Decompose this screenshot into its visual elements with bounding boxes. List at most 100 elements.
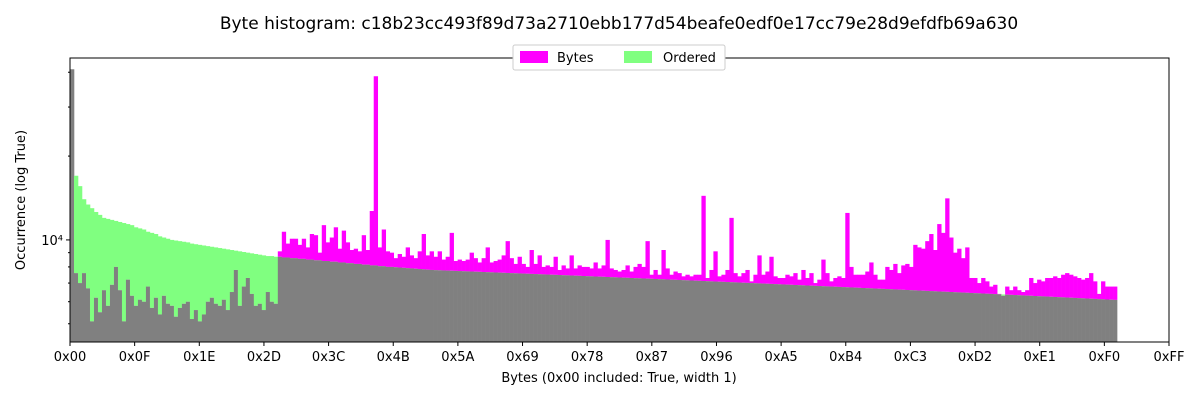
bar-overlap [369, 265, 375, 342]
bar-bytes [869, 262, 874, 289]
chart-title: Byte histogram: c18b23cc493f89d73a2710eb… [220, 14, 1018, 34]
bar-overlap [725, 282, 730, 342]
bar-overlap [273, 303, 279, 342]
bar-overlap [557, 275, 562, 342]
bar-overlap [657, 279, 662, 342]
bar-overlap [181, 303, 187, 342]
bar-overlap [1005, 294, 1010, 342]
bar-overlap [1081, 298, 1086, 342]
bar-overlap [885, 289, 890, 342]
bar-overlap [149, 307, 155, 342]
bar-bytes [521, 263, 526, 274]
bar-overlap [605, 277, 610, 342]
bar-overlap [933, 291, 938, 342]
bar-bytes [717, 276, 722, 282]
bar-ordered [189, 243, 195, 320]
bar-bytes [949, 237, 954, 293]
x-tick-label: 0x78 [571, 350, 604, 365]
bar-overlap [481, 272, 486, 342]
bar-bytes [425, 255, 430, 270]
bar-overlap [985, 293, 990, 342]
bar-overlap [765, 283, 770, 342]
bar-overlap [185, 301, 191, 342]
bar-overlap [669, 279, 674, 342]
bar-bytes [1113, 286, 1118, 300]
bar-bytes [781, 277, 786, 285]
bar-overlap [433, 270, 438, 342]
bar-overlap [365, 264, 371, 342]
bar-overlap [785, 284, 790, 342]
bar-overlap [693, 280, 698, 342]
bar-bytes [885, 266, 890, 290]
bar-bytes [849, 266, 854, 288]
bar-overlap [585, 276, 590, 342]
bar-overlap [697, 280, 702, 342]
bar-bytes [293, 238, 299, 259]
bar-bytes [977, 283, 982, 294]
bar-overlap [133, 305, 139, 342]
bar-bytes [1085, 277, 1090, 299]
bar-bytes [1037, 279, 1042, 297]
bar-bytes [697, 274, 702, 281]
bar-bytes [297, 244, 303, 259]
bar-ordered [213, 247, 219, 304]
bar-overlap [1089, 298, 1094, 342]
bar-overlap [493, 272, 498, 342]
bar-bytes [1109, 286, 1114, 300]
bar-bytes [289, 238, 295, 259]
bar-overlap [337, 262, 343, 342]
bar-bytes [393, 258, 399, 268]
bar-bytes [633, 266, 638, 279]
bar-bytes [989, 286, 994, 294]
bar-overlap [861, 288, 866, 342]
bar-overlap [677, 279, 682, 342]
bar-overlap [849, 287, 854, 342]
bar-overlap [233, 269, 239, 342]
bar-ordered [145, 231, 151, 287]
bar-overlap [1009, 294, 1014, 342]
x-tick-label: 0xD2 [958, 350, 992, 365]
bar-bytes [1081, 279, 1086, 299]
bar-bytes [349, 250, 355, 264]
bar-overlap [205, 301, 211, 342]
bar-overlap [85, 288, 91, 342]
bar-overlap [285, 257, 291, 342]
bar-bytes [1057, 277, 1062, 298]
bar-bytes [941, 232, 946, 292]
bar-overlap [877, 288, 882, 342]
bar-overlap [385, 266, 391, 342]
bar-bytes [985, 281, 990, 294]
bar-overlap [901, 289, 906, 342]
bar-overlap [517, 273, 522, 342]
bar-overlap [965, 292, 970, 342]
bar-bytes [925, 241, 930, 291]
bar-bytes [497, 259, 502, 273]
bar-overlap [1061, 297, 1066, 342]
bar-overlap [249, 293, 255, 342]
bar-ordered [209, 246, 215, 298]
bar-overlap [549, 274, 554, 342]
bar-overlap [621, 277, 626, 342]
x-tick-label: 0xC3 [894, 350, 927, 365]
bar-ordered [177, 241, 183, 308]
bar-bytes [1053, 276, 1058, 297]
bar-ordered [101, 217, 107, 291]
bar-overlap [153, 297, 159, 342]
bar-overlap [145, 286, 151, 342]
bar-bytes [905, 263, 910, 290]
bar-overlap [705, 281, 710, 342]
bar-bytes [413, 258, 418, 269]
bar-overlap [921, 290, 926, 342]
bar-overlap [953, 292, 958, 342]
x-tick-label: 0xF0 [1088, 350, 1120, 365]
bar-overlap [757, 283, 762, 342]
bar-overlap [541, 274, 546, 342]
bar-bytes [573, 268, 578, 276]
bar-overlap [773, 284, 778, 342]
bar-ordered [85, 204, 91, 289]
bar-bytes [657, 274, 662, 280]
bar-bytes [673, 271, 678, 280]
bar-bytes [669, 274, 674, 280]
bar-bytes [805, 277, 810, 286]
bar-bytes [341, 230, 347, 263]
